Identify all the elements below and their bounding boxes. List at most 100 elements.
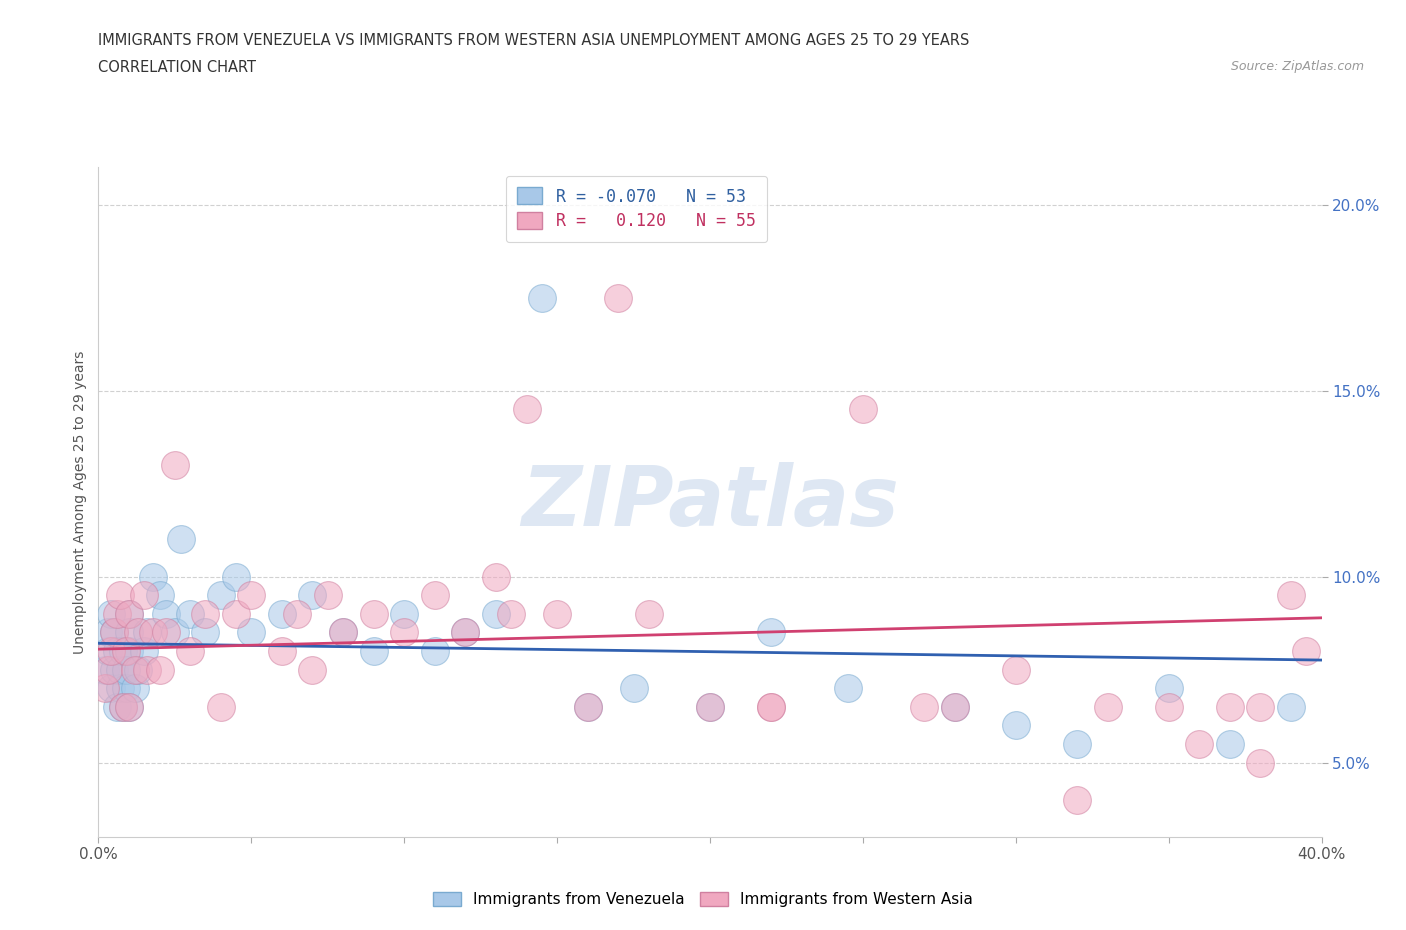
Point: [111, 699, 134, 714]
Point: [134, 644, 156, 658]
Point: [423, 644, 446, 658]
Point: [1004, 662, 1026, 677]
Point: [97, 662, 120, 677]
Point: [97, 625, 120, 640]
Point: [332, 625, 354, 640]
Point: [155, 606, 177, 621]
Point: [1279, 699, 1302, 714]
Point: [454, 625, 477, 640]
Point: [316, 588, 339, 603]
Point: [1004, 718, 1026, 733]
Point: [194, 606, 217, 621]
Point: [134, 588, 156, 603]
Point: [118, 699, 141, 714]
Point: [124, 662, 146, 677]
Point: [93, 681, 115, 696]
Point: [285, 606, 308, 621]
Point: [179, 644, 201, 658]
Point: [103, 662, 125, 677]
Point: [699, 699, 721, 714]
Point: [454, 625, 477, 640]
Point: [194, 625, 217, 640]
Point: [124, 681, 146, 696]
Point: [485, 606, 508, 621]
Point: [576, 699, 599, 714]
Point: [142, 625, 165, 640]
Point: [637, 606, 661, 621]
Point: [225, 569, 247, 584]
Point: [576, 699, 599, 714]
Point: [1157, 699, 1180, 714]
Point: [100, 681, 122, 696]
Text: CORRELATION CHART: CORRELATION CHART: [98, 60, 256, 75]
Point: [485, 569, 508, 584]
Point: [225, 606, 247, 621]
Point: [912, 699, 935, 714]
Point: [943, 699, 966, 714]
Point: [301, 588, 323, 603]
Point: [136, 625, 159, 640]
Point: [209, 588, 232, 603]
Point: [118, 625, 141, 640]
Point: [240, 588, 263, 603]
Point: [103, 625, 125, 640]
Legend: Immigrants from Venezuela, Immigrants from Western Asia: Immigrants from Venezuela, Immigrants fr…: [427, 885, 979, 913]
Point: [108, 588, 131, 603]
Point: [136, 662, 159, 677]
Point: [759, 699, 782, 714]
Point: [1066, 792, 1088, 807]
Point: [759, 625, 782, 640]
Point: [392, 606, 416, 621]
Point: [209, 699, 232, 714]
Point: [623, 681, 645, 696]
Point: [115, 681, 138, 696]
Point: [759, 699, 782, 714]
Point: [240, 625, 263, 640]
Point: [852, 402, 875, 417]
Point: [103, 625, 125, 640]
Point: [607, 290, 630, 305]
Point: [1188, 737, 1211, 751]
Point: [363, 644, 385, 658]
Point: [1066, 737, 1088, 751]
Point: [392, 625, 416, 640]
Point: [127, 625, 149, 640]
Point: [118, 606, 141, 621]
Point: [127, 662, 149, 677]
Point: [105, 699, 128, 714]
Point: [1249, 755, 1271, 770]
Y-axis label: Unemployment Among Ages 25 to 29 years: Unemployment Among Ages 25 to 29 years: [73, 351, 87, 654]
Point: [270, 644, 292, 658]
Point: [363, 606, 385, 621]
Point: [1295, 644, 1317, 658]
Point: [97, 644, 120, 658]
Point: [546, 606, 568, 621]
Point: [423, 588, 446, 603]
Legend: R = -0.070   N = 53, R =   0.120   N = 55: R = -0.070 N = 53, R = 0.120 N = 55: [506, 176, 768, 242]
Point: [301, 662, 323, 677]
Text: Source: ZipAtlas.com: Source: ZipAtlas.com: [1230, 60, 1364, 73]
Point: [163, 625, 186, 640]
Point: [155, 625, 177, 640]
Point: [149, 662, 172, 677]
Point: [111, 644, 134, 658]
Point: [837, 681, 859, 696]
Point: [118, 699, 141, 714]
Point: [501, 606, 523, 621]
Point: [142, 569, 165, 584]
Point: [1219, 699, 1241, 714]
Text: ZIPatlas: ZIPatlas: [522, 461, 898, 543]
Point: [105, 606, 128, 621]
Point: [179, 606, 201, 621]
Point: [1279, 588, 1302, 603]
Point: [270, 606, 292, 621]
Point: [100, 644, 122, 658]
Point: [115, 644, 138, 658]
Point: [108, 662, 131, 677]
Point: [170, 532, 193, 547]
Point: [516, 402, 538, 417]
Text: IMMIGRANTS FROM VENEZUELA VS IMMIGRANTS FROM WESTERN ASIA UNEMPLOYMENT AMONG AGE: IMMIGRANTS FROM VENEZUELA VS IMMIGRANTS …: [98, 33, 970, 47]
Point: [1097, 699, 1119, 714]
Point: [699, 699, 721, 714]
Point: [100, 606, 122, 621]
